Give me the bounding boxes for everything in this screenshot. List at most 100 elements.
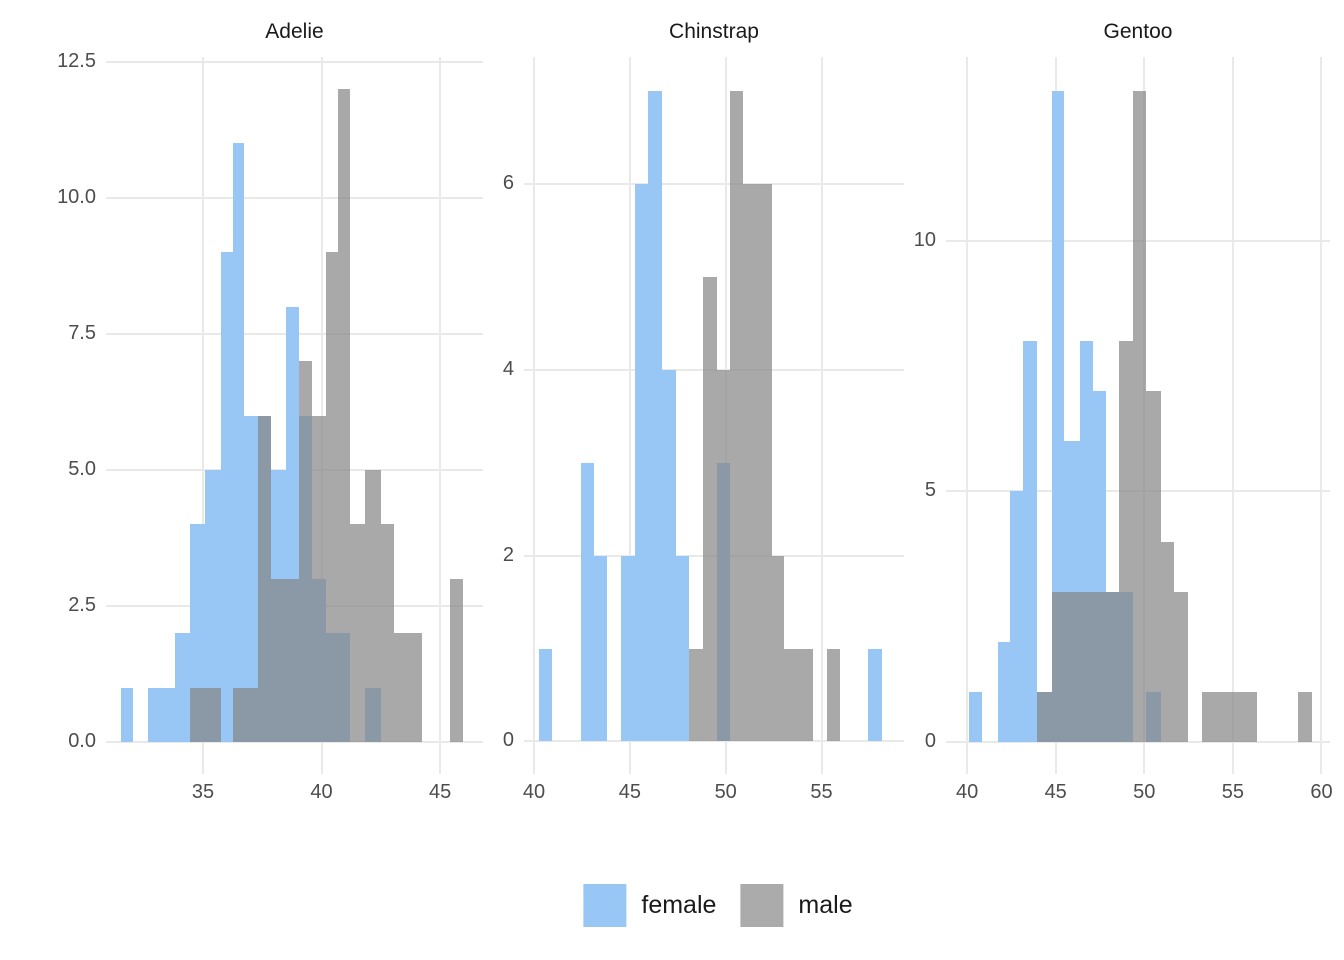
x-tick-label: 40	[955, 781, 979, 803]
y-tick-label: 2	[502, 543, 514, 566]
male-histogram-bar	[771, 555, 784, 742]
legend-item-male: male	[740, 884, 853, 927]
x-tick-label: 60	[1310, 781, 1333, 803]
female-histogram-bar	[189, 524, 206, 742]
male-histogram-bar	[1215, 691, 1230, 742]
male-histogram-bar	[783, 648, 798, 742]
male-histogram-bar	[285, 578, 299, 742]
male-histogram-bar	[338, 89, 350, 742]
male-histogram-bar	[717, 369, 730, 742]
female-histogram-bar	[580, 462, 594, 742]
gridline-x	[1320, 57, 1323, 774]
legend: female male	[583, 884, 853, 927]
legend-label-female: female	[641, 891, 717, 919]
female-histogram-bar	[648, 91, 663, 742]
female-histogram-bar	[621, 555, 635, 742]
female-histogram-bar	[244, 415, 258, 742]
male-histogram-bar	[756, 184, 772, 742]
male-histogram-bar	[688, 648, 704, 742]
male-histogram-bar	[729, 91, 743, 742]
x-tick-label: 40	[310, 781, 333, 803]
x-tick-label: 35	[191, 781, 215, 803]
female-color-swatch	[583, 884, 627, 927]
female-histogram-bar	[867, 648, 882, 742]
gridline-y	[946, 740, 1330, 743]
facet-title-gentoo: Gentoo	[1103, 20, 1173, 43]
x-tick-label: 55	[810, 781, 833, 803]
female-histogram-bar	[676, 555, 689, 742]
y-tick-label: 0	[924, 729, 936, 752]
female-histogram-bar	[1052, 90, 1064, 742]
male-histogram-bar	[1037, 691, 1053, 742]
gridline-x	[439, 57, 442, 774]
female-histogram-bar	[205, 469, 221, 742]
male-histogram-bar	[797, 648, 813, 742]
gridline-y	[524, 740, 904, 743]
male-histogram-bar	[299, 361, 313, 742]
y-tick-label: 10.0	[57, 185, 96, 208]
male-histogram-bar	[1243, 691, 1258, 742]
y-tick-label: 12.5	[57, 49, 96, 72]
female-histogram-bar	[220, 252, 233, 742]
gridline-x	[532, 57, 535, 774]
male-histogram-bar	[189, 687, 206, 742]
y-tick-label: 5	[924, 479, 936, 502]
y-tick-label: 6	[502, 172, 514, 195]
male-histogram-bar	[232, 687, 245, 742]
x-tick-label: 45	[618, 781, 641, 803]
female-histogram-bar	[998, 641, 1011, 742]
x-tick-label: 45	[1044, 781, 1067, 803]
y-tick-label: 0.0	[68, 729, 96, 752]
male-histogram-bar	[1202, 691, 1216, 742]
y-tick-label: 7.5	[68, 321, 96, 344]
male-histogram-bar	[1119, 341, 1134, 742]
legend-item-female: female	[583, 884, 716, 927]
male-histogram-bar	[1161, 541, 1175, 742]
female-histogram-bar	[161, 687, 175, 742]
y-tick-label: 2.5	[68, 593, 96, 616]
male-histogram-bar	[257, 415, 271, 742]
facet-title-adelie: Adelie	[265, 20, 324, 43]
male-histogram-bar	[244, 687, 258, 742]
male-histogram-bar	[393, 633, 409, 742]
male-histogram-bar	[1080, 591, 1094, 742]
gridline-x	[820, 57, 823, 774]
x-tick-label: 50	[1133, 781, 1156, 803]
x-tick-label: 55	[1221, 781, 1245, 803]
gridline-x	[1231, 57, 1234, 774]
female-histogram-bar	[538, 648, 552, 742]
gridline-x	[201, 57, 204, 774]
male-histogram-bar	[742, 184, 757, 742]
male-histogram-bar	[826, 648, 840, 742]
male-histogram-bar	[1174, 591, 1189, 742]
male-histogram-bar	[326, 252, 339, 742]
male-histogram-bar	[1298, 691, 1313, 742]
male-histogram-bar	[312, 415, 327, 742]
female-histogram-bar	[593, 555, 607, 742]
female-histogram-bar	[232, 143, 245, 742]
gridline-x	[966, 57, 969, 774]
female-histogram-bar	[662, 369, 677, 742]
male-histogram-bar	[1064, 591, 1081, 742]
y-tick-label: 5.0	[68, 457, 96, 480]
female-histogram-bar	[969, 691, 983, 742]
gridline-y	[106, 740, 483, 743]
male-histogram-bar	[349, 524, 366, 742]
male-histogram-bar	[1133, 90, 1147, 742]
male-histogram-bar	[270, 578, 286, 742]
male-histogram-bar	[380, 524, 394, 742]
x-tick-label: 40	[522, 781, 546, 803]
gridline-y	[524, 183, 904, 186]
x-tick-label: 50	[714, 781, 737, 803]
female-histogram-bar	[148, 687, 162, 742]
male-histogram-bar	[365, 469, 381, 742]
female-histogram-bar	[635, 184, 649, 742]
y-tick-label: 0	[502, 729, 514, 752]
gridline-y	[106, 60, 483, 63]
male-histogram-bar	[1093, 591, 1106, 742]
female-histogram-bar	[121, 687, 134, 742]
gridline-x	[628, 57, 631, 774]
male-histogram-bar	[408, 633, 423, 742]
y-tick-label: 4	[502, 357, 514, 380]
